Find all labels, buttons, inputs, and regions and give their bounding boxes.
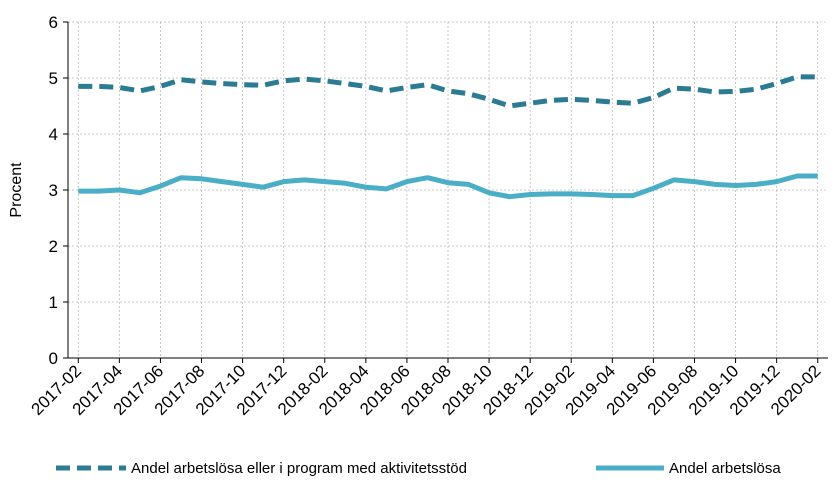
axes — [63, 21, 828, 363]
y-tick-labels: 0 1 2 3 4 5 6 — [49, 13, 58, 368]
series-lines — [78, 74, 818, 200]
y-tick-label: 3 — [49, 181, 58, 200]
series-line-2 — [78, 173, 818, 200]
y-tick-label: 2 — [49, 237, 58, 256]
y-tick-label: 4 — [49, 125, 58, 144]
legend: Andel arbetslösa eller i program med akt… — [56, 460, 781, 477]
y-tick-label: 1 — [49, 293, 58, 312]
legend-label-2: Andel arbetslösa — [669, 460, 781, 477]
y-tick-label: 0 — [49, 349, 58, 368]
x-tick-labels: 2017-022017-042017-062017-082017-102017-… — [28, 361, 825, 419]
y-axis-title: Procent — [8, 162, 25, 218]
legend-label-1: Andel arbetslösa eller i program med akt… — [131, 460, 467, 477]
grid-lines — [68, 21, 828, 358]
y-tick-label: 6 — [49, 13, 58, 32]
y-tick-label: 5 — [49, 69, 58, 88]
